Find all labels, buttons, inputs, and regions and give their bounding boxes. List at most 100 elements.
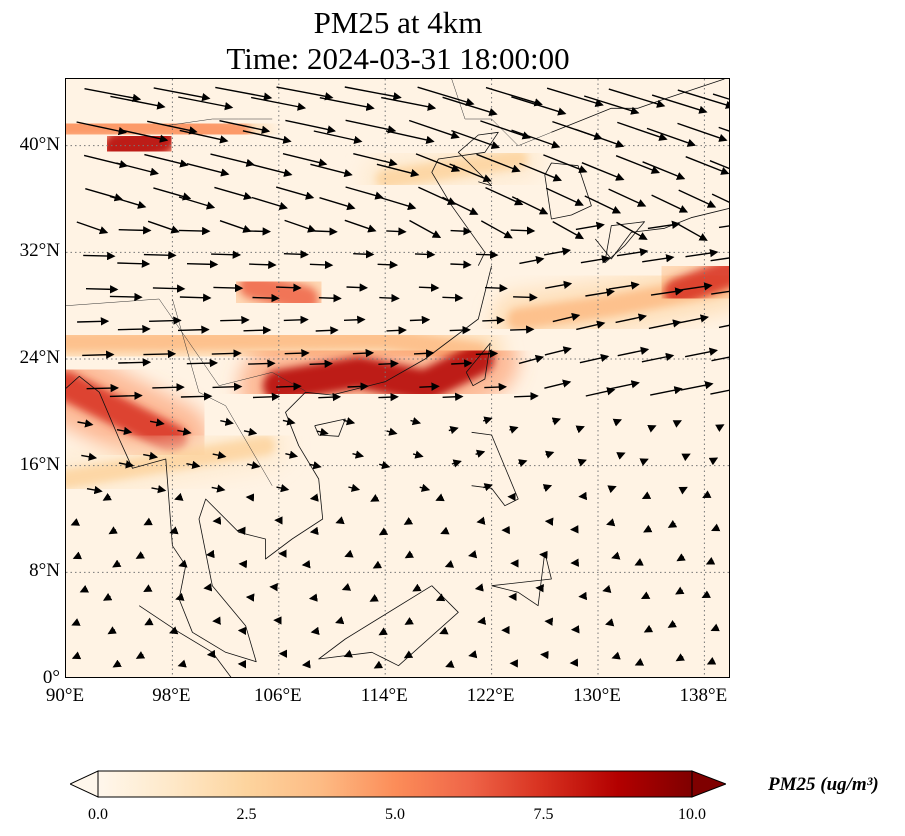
wind-arrow: [243, 227, 271, 236]
wind-arrow: [179, 293, 212, 302]
wind-arrow: [276, 86, 334, 101]
wind-arrow: [685, 248, 719, 258]
wind-arrow: [646, 127, 697, 147]
wind-arrow: [205, 549, 215, 559]
wind-arrow: [276, 186, 315, 200]
wind-arrow: [276, 483, 290, 493]
wind-arrow: [477, 616, 487, 625]
wind-arrow: [578, 491, 588, 501]
lat-tick-label: 32°N: [19, 240, 60, 262]
colorbar-label: PM25 (ug/m³): [768, 774, 879, 795]
wind-arrow: [109, 292, 143, 302]
coastline: [318, 585, 459, 667]
wind-arrow: [578, 591, 588, 601]
wind-arrow: [247, 461, 261, 470]
wind-arrow: [413, 349, 435, 358]
wind-arrow: [147, 220, 180, 234]
wind-arrow: [178, 559, 188, 568]
wind-arrow: [706, 656, 717, 665]
wind-arrow: [404, 550, 415, 559]
wind-arrow: [412, 583, 422, 592]
wind-arrow: [285, 450, 299, 459]
wind-arrow: [152, 284, 186, 293]
wind-arrow: [212, 382, 243, 391]
wind-arrow: [616, 248, 649, 257]
wind-arrow: [616, 221, 648, 240]
coastline: [551, 79, 725, 133]
wind-arrow: [353, 153, 398, 167]
wind-arrow: [651, 194, 689, 213]
wind-arrow: [348, 483, 361, 492]
wind-arrow: [186, 260, 219, 269]
wind-arrow: [109, 195, 147, 209]
wind-vectors: [70, 86, 729, 669]
map-subtitle-time: Time: 2024-03-31 18:00:00: [226, 41, 570, 76]
wind-arrow: [417, 86, 475, 106]
country-border: [165, 118, 273, 126]
wind-arrow: [510, 325, 535, 334]
wind-arrow: [544, 346, 572, 356]
wind-arrow: [116, 162, 159, 176]
wind-arrow: [474, 583, 484, 592]
wind-arrow: [215, 86, 273, 101]
pm25-plume-core: [66, 371, 188, 454]
wind-arrow: [177, 325, 210, 334]
wind-arrow: [178, 96, 234, 111]
wind-arrow: [615, 155, 661, 174]
wind-arrow: [585, 387, 616, 397]
wind-arrow: [118, 358, 152, 367]
coastline: [314, 418, 346, 437]
wind-arrow: [381, 96, 437, 111]
wind-arrow: [242, 130, 292, 144]
wind-arrow: [344, 549, 354, 558]
wind-arrow: [135, 651, 146, 659]
wind-arrow: [102, 592, 113, 601]
wind-arrow: [678, 486, 688, 495]
wind-arrow: [248, 359, 276, 368]
wind-arrow: [442, 196, 479, 215]
wind-arrow: [514, 391, 539, 401]
wind-arrow: [580, 255, 611, 264]
wind-arrow: [680, 381, 714, 391]
wind-arrow: [403, 650, 414, 659]
wind-arrow: [177, 659, 187, 668]
country-border: [451, 79, 552, 146]
wind-arrow: [151, 485, 167, 494]
wind-arrow: [675, 586, 685, 595]
wind-arrow: [484, 382, 508, 392]
wind-arrow: [403, 517, 414, 525]
wind-arrow: [451, 129, 501, 150]
wind-arrow: [710, 257, 729, 262]
wind-arrow: [410, 417, 422, 426]
wind-arrow: [672, 420, 682, 428]
wind-arrow: [370, 494, 380, 502]
wind-arrow: [178, 226, 211, 236]
wind-arrow: [345, 186, 384, 200]
wind-arrow: [143, 251, 177, 260]
wind-arrow: [219, 120, 271, 134]
wind-arrow: [651, 94, 708, 114]
wind-arrow: [345, 119, 397, 134]
wind-arrow: [667, 519, 678, 528]
wind-arrow: [109, 391, 143, 400]
wind-arrow: [380, 196, 417, 211]
wind-arrow: [709, 160, 729, 170]
wind-arrow: [386, 427, 398, 436]
wind-arrow: [386, 326, 407, 335]
wind-arrow: [283, 315, 309, 325]
colorbar-extend-low: [70, 770, 99, 798]
wind-arrow: [585, 288, 615, 297]
wind-arrow: [252, 392, 281, 402]
wind-arrow: [372, 560, 383, 569]
pm25-plume-core: [102, 122, 176, 165]
wind-arrow: [677, 89, 729, 109]
wind-arrow: [379, 293, 400, 303]
wind-arrow: [439, 626, 449, 635]
wind-arrow: [314, 227, 338, 236]
wind-arrow: [634, 658, 645, 666]
wind-arrow: [310, 163, 353, 178]
wind-arrow: [519, 162, 562, 182]
wind-arrow: [510, 226, 536, 235]
wind-arrow: [119, 129, 169, 143]
wind-arrow: [77, 317, 110, 326]
